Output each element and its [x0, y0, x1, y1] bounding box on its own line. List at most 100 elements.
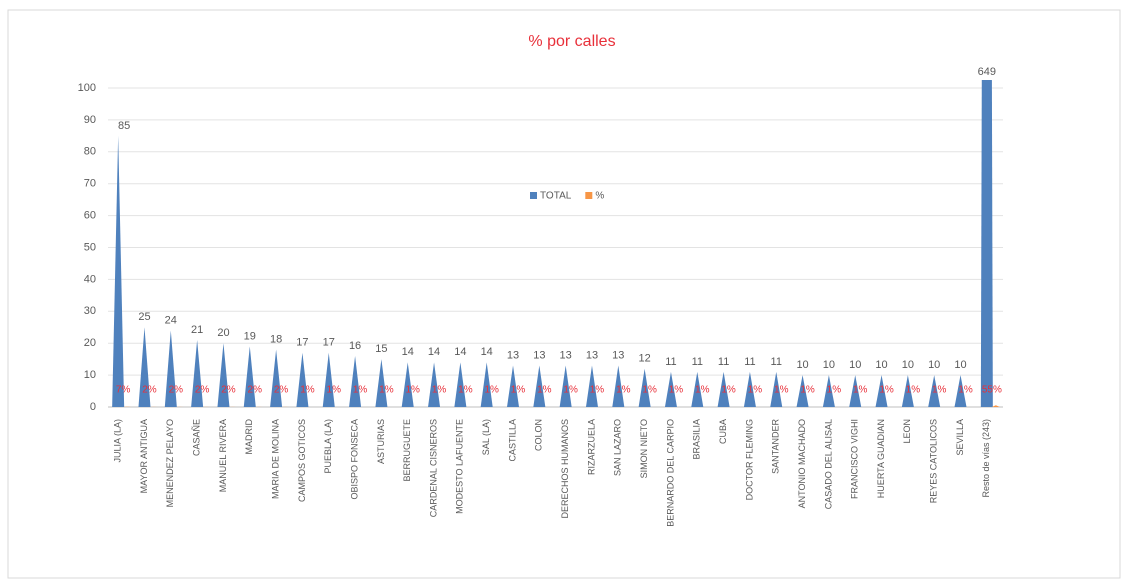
data-label: 19 — [244, 330, 256, 342]
y-tick-label: 10 — [84, 369, 96, 381]
bar — [612, 365, 625, 407]
x-tick-label: PUEBLA (LA) — [323, 419, 333, 474]
data-label: 10 — [849, 359, 861, 371]
data-label: 1% — [642, 385, 657, 396]
x-tick-label: BERRUGUETE — [402, 419, 412, 482]
data-label: 1% — [879, 385, 894, 396]
data-label: 12 — [639, 353, 651, 365]
data-label: 2% — [169, 385, 184, 396]
bar — [349, 355, 362, 407]
data-label: 2% — [142, 385, 157, 396]
x-tick-label: BERNARDO DEL CARPIO — [665, 419, 675, 527]
data-label: 1% — [300, 385, 315, 396]
data-label: 13 — [612, 349, 624, 361]
x-tick-label: SANTANDER — [771, 419, 781, 474]
x-tick-label: REYES CATOLICOS — [929, 419, 939, 503]
y-tick-label: 100 — [78, 82, 96, 94]
bar — [428, 362, 441, 407]
data-label: 1% — [458, 385, 473, 396]
x-tick-label: MANUEL RIVERA — [218, 419, 228, 492]
data-label: 1% — [695, 385, 710, 396]
bar — [954, 375, 967, 407]
data-label: 1% — [327, 385, 342, 396]
x-tick-label: CAMPOS GOTICOS — [297, 419, 307, 502]
x-tick-label: MADRID — [244, 419, 254, 455]
x-tick-label: FRANCISCO VIGHI — [850, 419, 860, 499]
x-tick-label: SAL (LA) — [481, 419, 491, 455]
y-tick-label: 80 — [84, 146, 96, 158]
data-label: 1% — [616, 385, 631, 396]
data-label: 7% — [116, 385, 131, 396]
data-label: 1% — [511, 385, 526, 396]
bar — [559, 365, 572, 407]
x-tick-label: HUERTA GUADIAN — [876, 419, 886, 498]
x-tick-label: DERECHOS HUMANOS — [560, 419, 570, 519]
data-label: 13 — [533, 349, 545, 361]
bar — [822, 375, 835, 407]
bar — [191, 340, 204, 407]
legend-label: TOTAL — [540, 191, 572, 202]
data-label: 2% — [195, 385, 210, 396]
bar — [322, 352, 335, 407]
data-label: 1% — [537, 385, 552, 396]
bar — [743, 371, 756, 407]
bar — [375, 359, 388, 407]
x-tick-label: OBISPO FONSECA — [349, 419, 359, 500]
legend-swatch — [530, 192, 537, 199]
data-label: 11 — [718, 356, 729, 368]
bar — [454, 362, 467, 407]
bar — [691, 371, 704, 407]
x-tick-label: MENENDEZ PELAYO — [165, 419, 175, 507]
data-label: 1% — [800, 385, 815, 396]
y-tick-label: 90 — [84, 114, 96, 126]
chart-border — [7, 9, 1121, 579]
bar — [796, 375, 809, 407]
x-tick-label: CASAÑE — [192, 419, 202, 456]
x-tick-label: SIMON NIETO — [639, 419, 649, 478]
data-label: 1% — [484, 385, 499, 396]
bar — [717, 371, 730, 407]
data-label: 14 — [481, 346, 493, 358]
labels: 0 10 20 30 40 50 60 70 80 90 100 JULIA (LA) 85 7% MAYO… — [78, 66, 1002, 527]
data-label: 1% — [748, 385, 763, 396]
x-tick-label: MODESTO LAFUENTE — [455, 419, 465, 514]
data-label: 1% — [721, 385, 736, 396]
x-tick-label: CASTILLA — [507, 419, 517, 462]
data-label: 1% — [827, 385, 842, 396]
x-tick-label: CASADO DEL ALISAL — [823, 419, 833, 509]
bar — [875, 375, 888, 407]
bar — [901, 375, 914, 407]
data-label: 1% — [353, 385, 368, 396]
data-label: 13 — [560, 349, 572, 361]
data-label: 24 — [165, 314, 177, 326]
x-tick-label: SEVILLA — [955, 419, 965, 456]
y-tick-label: 50 — [84, 241, 96, 253]
legend-swatch — [585, 192, 593, 199]
bar — [164, 330, 177, 407]
data-label: 15 — [375, 343, 387, 355]
data-label: 18 — [270, 333, 282, 345]
data-label: 1% — [906, 385, 921, 396]
data-label: 10 — [928, 359, 940, 371]
data-label: 10 — [823, 359, 835, 371]
data-label: 11 — [771, 356, 782, 368]
x-tick-label: CUBA — [718, 419, 728, 444]
x-tick-label: MAYOR ANTIGUA — [139, 419, 149, 493]
x-tick-label: MARIA DE MOLINA — [270, 419, 280, 499]
bar — [980, 80, 993, 407]
bar — [770, 371, 783, 407]
data-label: 2% — [248, 385, 263, 396]
x-tick-label: Resto de vías (243) — [981, 419, 991, 498]
data-label: 649 — [978, 66, 996, 78]
bar — [638, 368, 651, 407]
bar — [401, 362, 414, 407]
data-label: 1% — [932, 385, 947, 396]
data-label: 1% — [774, 385, 789, 396]
data-label: 13 — [586, 349, 598, 361]
data-label: 13 — [507, 349, 519, 361]
x-tick-label: COLON — [534, 419, 544, 451]
data-label: 10 — [796, 359, 808, 371]
y-tick-label: 60 — [84, 210, 96, 222]
x-tick-label: ASTURIAS — [376, 419, 386, 464]
